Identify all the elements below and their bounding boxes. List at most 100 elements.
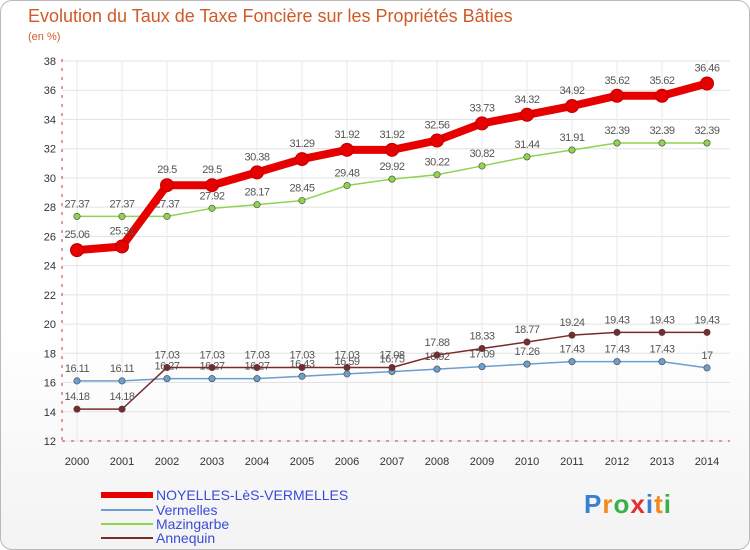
- legend-swatch-mazingarbe: [101, 523, 153, 525]
- data-point: [613, 139, 621, 147]
- data-point: [430, 133, 444, 148]
- data-label: 35.62: [649, 75, 674, 87]
- data-label: 25.06: [64, 229, 89, 241]
- y-tick-label: 38: [44, 56, 56, 68]
- data-point: [208, 363, 216, 371]
- data-label: 17.08: [379, 349, 404, 361]
- data-point: [520, 107, 534, 122]
- x-tick-label: 2014: [695, 456, 719, 468]
- legend-item-noyelles[interactable]: NOYELLES-LèS-VERMELLES: [101, 488, 401, 503]
- data-label: 32.39: [649, 125, 674, 137]
- data-point: [523, 338, 531, 346]
- data-point: [343, 182, 351, 190]
- chart-title: Evolution du Taux de Taxe Foncière sur l…: [28, 6, 513, 26]
- x-tick-label: 2006: [335, 456, 359, 468]
- data-point: [253, 363, 261, 371]
- data-label: 16.59: [334, 356, 359, 368]
- x-tick-label: 2009: [470, 456, 494, 468]
- data-point: [478, 162, 486, 170]
- data-label: 29.48: [334, 168, 359, 180]
- y-tick-label: 26: [44, 231, 56, 243]
- data-point: [295, 152, 309, 167]
- data-label: 30.22: [424, 157, 449, 169]
- data-label: 36.46: [694, 63, 719, 75]
- data-point: [613, 358, 621, 366]
- data-point: [475, 116, 489, 131]
- legend-item-mazingarbe[interactable]: Mazingarbe: [101, 517, 401, 532]
- y-tick-label: 22: [44, 290, 56, 302]
- data-point: [115, 239, 129, 254]
- data-label: 16.75: [379, 354, 404, 366]
- logo-letter: i: [645, 489, 655, 519]
- data-label: 28.17: [244, 187, 269, 199]
- y-tick-label: 12: [44, 436, 56, 448]
- data-label: 32.39: [694, 125, 719, 137]
- data-label: 27.37: [109, 198, 134, 210]
- data-point: [433, 351, 441, 359]
- logo-letter: o: [613, 489, 631, 519]
- x-tick-label: 2000: [65, 456, 89, 468]
- data-label: 17.43: [649, 344, 674, 356]
- x-tick-label: 2001: [110, 456, 134, 468]
- data-label: 28.45: [289, 183, 314, 195]
- data-label: 17.88: [424, 337, 449, 349]
- y-tick-label: 32: [44, 144, 56, 156]
- data-point: [568, 331, 576, 339]
- data-point: [658, 139, 666, 147]
- data-label: 17.43: [604, 344, 629, 356]
- data-point: [388, 363, 396, 371]
- data-label: 31.92: [334, 129, 359, 141]
- legend-label-annequin: Annequin: [156, 530, 216, 546]
- legend-label-mazingarbe: Mazingarbe: [156, 516, 230, 532]
- data-label: 25.31: [109, 225, 134, 237]
- data-label: 29.5: [202, 164, 222, 176]
- data-point: [523, 153, 531, 161]
- legend-swatch-vermelles: [101, 509, 153, 511]
- data-point: [703, 364, 711, 372]
- x-tick-label: 2005: [290, 456, 314, 468]
- data-label: 30.82: [469, 148, 494, 160]
- data-label: 34.92: [559, 85, 584, 97]
- x-tick-label: 2004: [245, 456, 269, 468]
- data-label: 14.18: [109, 391, 134, 403]
- x-tick-label: 2013: [650, 456, 674, 468]
- data-point: [163, 375, 171, 383]
- y-tick-label: 16: [44, 378, 56, 390]
- logo-letter: x: [630, 489, 646, 519]
- data-label: 16.11: [65, 363, 90, 375]
- x-tick-label: 2003: [200, 456, 224, 468]
- data-point: [478, 344, 486, 352]
- data-point: [253, 375, 261, 383]
- x-tick-label: 2011: [560, 456, 584, 468]
- y-axis-unit: (en %): [28, 31, 61, 43]
- data-point: [298, 197, 306, 205]
- legend-label-vermelles: Vermelles: [156, 502, 218, 518]
- data-label: 30.38: [244, 151, 269, 163]
- data-label: 31.29: [289, 138, 314, 150]
- legend-label-noyelles: NOYELLES-LèS-VERMELLES: [156, 487, 349, 503]
- data-point: [73, 212, 81, 220]
- data-label: 33.73: [469, 102, 494, 114]
- y-tick-label: 36: [44, 85, 56, 97]
- x-tick-label: 2007: [380, 456, 404, 468]
- data-point: [160, 178, 174, 193]
- data-point: [340, 142, 354, 157]
- data-label: 27.37: [64, 198, 89, 210]
- data-point: [703, 328, 711, 336]
- y-tick-label: 30: [44, 173, 56, 185]
- legend-item-annequin[interactable]: Annequin: [101, 531, 401, 546]
- data-point: [343, 370, 351, 378]
- data-label: 16.11: [110, 363, 135, 375]
- x-tick-label: 2002: [155, 456, 179, 468]
- data-label: 32.39: [604, 125, 629, 137]
- data-point: [568, 358, 576, 366]
- data-point: [700, 76, 714, 91]
- data-label: 17.03: [289, 349, 314, 361]
- data-point: [208, 204, 216, 212]
- data-point: [208, 375, 216, 383]
- legend-swatch-noyelles: [101, 492, 153, 498]
- data-label: 35.62: [604, 75, 629, 87]
- legend-item-vermelles[interactable]: Vermelles: [101, 503, 401, 518]
